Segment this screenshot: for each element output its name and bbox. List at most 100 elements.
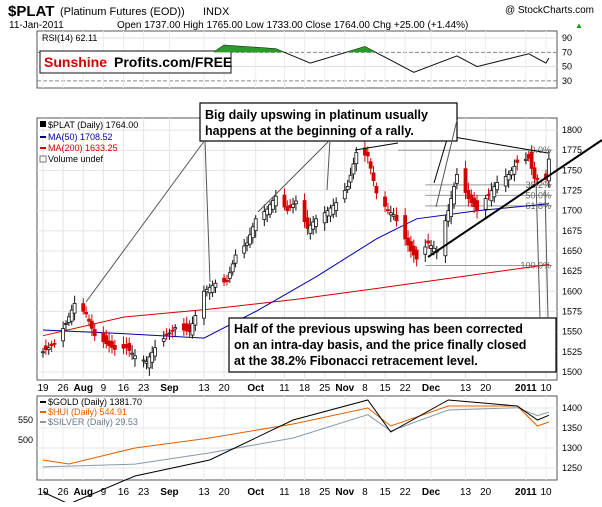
- x-tick-label: 19: [37, 487, 49, 498]
- x-tick-label: 8: [362, 383, 368, 394]
- x-tick-label: 23: [138, 383, 150, 394]
- x-tick-label: Oct: [247, 383, 264, 394]
- annotation-top: Big daily upswing in platinum usually ha…: [199, 102, 458, 142]
- candle-body: [345, 186, 350, 190]
- candle-body: [161, 338, 166, 342]
- up-arrow-icon: ▲: [575, 21, 583, 30]
- sunshine-banner[interactable]: Sunshine Profits.com/FREE: [39, 50, 232, 74]
- candle-body: [248, 234, 252, 245]
- price-tick-label: 1500: [562, 367, 582, 377]
- legend-plat: $PLAT (Daily) 1764.00: [48, 120, 138, 130]
- rsi-overbought-fill: [345, 46, 376, 53]
- candle-body: [130, 352, 135, 355]
- ma200-line: [42, 264, 549, 337]
- x-tick-label: 22: [400, 383, 412, 394]
- price-axis: 1500 1525 1550 1575 1600 1625 1650 1675 1700 1725…: [562, 125, 582, 377]
- candle-body: [532, 167, 537, 179]
- x-tick-label: Sep: [160, 487, 178, 498]
- candle-body: [167, 332, 172, 335]
- candle-body: [443, 220, 448, 257]
- candle-body: [52, 342, 57, 345]
- chart-symbol: $PLAT: [8, 3, 54, 20]
- rsi-tick-label: 70: [562, 47, 572, 57]
- candle-body: [426, 240, 431, 244]
- candle-body: [374, 186, 379, 194]
- legend-silver: $SILVER (Daily) 29.53: [48, 417, 138, 427]
- candle-body: [233, 254, 238, 264]
- legend-ma200: MA(200) 1633.25: [48, 143, 118, 153]
- candle-body: [334, 202, 339, 211]
- candle-body: [515, 159, 520, 163]
- candle-body: [503, 176, 508, 187]
- candle-body: [546, 158, 551, 182]
- price-tick-label: 1575: [562, 306, 582, 316]
- candle-body: [112, 345, 117, 350]
- annotation-pointers: [85, 119, 549, 319]
- candle-body: [354, 152, 359, 165]
- candle-body: [322, 212, 327, 224]
- pointer-line: [85, 139, 206, 303]
- x-tick-label: 11: [279, 383, 290, 394]
- pointer-line: [326, 139, 331, 191]
- candle-body: [164, 333, 169, 337]
- candle-body: [87, 318, 91, 322]
- x-tick-label: 25: [319, 383, 331, 394]
- candle-body: [92, 329, 97, 337]
- annotation-bottom-line3: at the 38.2% Fibonacci retracement level…: [234, 354, 478, 368]
- candle-body: [383, 196, 387, 207]
- price-tick-label: 1750: [562, 165, 582, 175]
- x-tick-label: 13: [460, 487, 472, 498]
- candle-body: [432, 247, 436, 253]
- fib-label: 50.0%: [525, 190, 551, 200]
- candle-body: [170, 329, 175, 332]
- candle-body: [365, 151, 370, 157]
- x-tick-label: Aug: [74, 383, 93, 394]
- fib-label: 61.8%: [525, 201, 551, 211]
- x-tick-label: Sep: [160, 383, 178, 394]
- candle-body: [81, 303, 86, 312]
- candle-body: [89, 320, 94, 329]
- x-tick-label: 20: [480, 487, 492, 498]
- watermark: @ StockCharts.com: [505, 5, 594, 16]
- price-tick-label: 1775: [562, 145, 582, 155]
- legend-swatch-volume: [39, 155, 47, 163]
- candle-body: [454, 174, 459, 184]
- x-tick-label: 15: [379, 487, 391, 498]
- x-tick-label: Aug: [74, 487, 93, 498]
- candle-body: [253, 218, 258, 232]
- candle-body: [141, 359, 146, 362]
- price-tick-label: 1725: [562, 186, 582, 196]
- chart-date: 11-Jan-2011: [9, 20, 64, 31]
- x-tick-label: 13: [198, 383, 210, 394]
- candle-body: [512, 165, 517, 175]
- rsi-label: RSI(14) 62.11: [42, 33, 97, 43]
- candle-body: [291, 203, 295, 208]
- legend-hui: $HUI (Daily) 544.91: [48, 407, 127, 417]
- gold-line: [42, 399, 550, 505]
- candle-body: [72, 303, 77, 314]
- compare-left-tick: 550: [18, 415, 33, 425]
- candle-body: [273, 195, 278, 207]
- hui-line: [42, 405, 550, 465]
- compare-left-tick: 500: [18, 435, 33, 445]
- banner-domain: Profits.com/FREE: [114, 54, 232, 70]
- compare-legend: $GOLD (Daily) 1381.70 $HUI (Daily) 544.9…: [40, 397, 142, 427]
- candle-body: [342, 190, 347, 200]
- legend-swatch-plat: [40, 121, 46, 127]
- candle-body: [41, 351, 45, 354]
- x-tick-label: 22: [400, 487, 412, 498]
- candle-body: [386, 209, 390, 212]
- channel-line: [433, 135, 449, 184]
- x-tick-label: 8: [362, 487, 368, 498]
- candle-body: [133, 355, 137, 360]
- candle-body: [210, 284, 215, 293]
- x-tick-label: 23: [138, 487, 150, 498]
- candle-body: [153, 347, 157, 357]
- x-tick-label: 26: [58, 383, 70, 394]
- candle-body: [230, 263, 235, 273]
- x-tick-label: 9: [101, 487, 107, 498]
- candle-body: [190, 323, 195, 336]
- fib-label: 100.0%: [520, 261, 551, 271]
- x-tick-label: 26: [58, 487, 70, 498]
